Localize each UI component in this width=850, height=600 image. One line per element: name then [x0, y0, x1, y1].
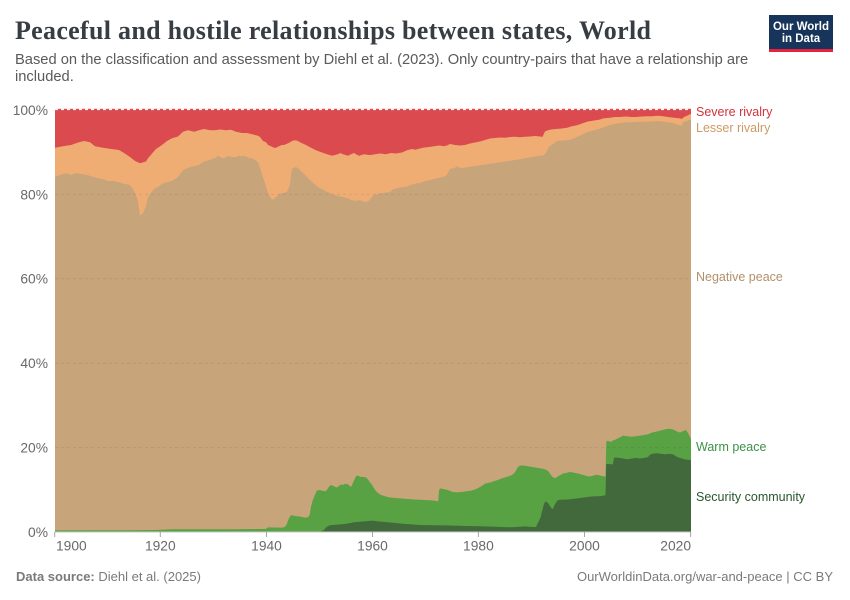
svg-text:1900: 1900 — [56, 539, 87, 554]
svg-text:0%: 0% — [28, 525, 48, 540]
svg-text:1940: 1940 — [251, 539, 282, 554]
svg-text:100%: 100% — [13, 103, 48, 118]
svg-text:1980: 1980 — [463, 539, 494, 554]
svg-text:40%: 40% — [20, 356, 48, 371]
svg-text:2020: 2020 — [660, 539, 691, 554]
svg-text:60%: 60% — [20, 272, 48, 287]
svg-text:20%: 20% — [20, 441, 48, 456]
svg-text:1920: 1920 — [145, 539, 176, 554]
svg-text:2000: 2000 — [569, 539, 600, 554]
svg-text:80%: 80% — [20, 187, 48, 202]
svg-text:1960: 1960 — [357, 539, 388, 554]
